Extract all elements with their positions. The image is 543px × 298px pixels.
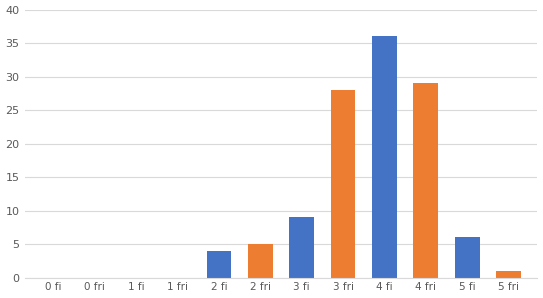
Bar xyxy=(331,90,356,277)
Bar xyxy=(206,251,231,277)
Bar xyxy=(454,238,479,277)
Bar xyxy=(372,36,397,277)
Bar xyxy=(248,244,273,277)
Bar xyxy=(496,271,521,277)
Bar xyxy=(413,83,438,277)
Bar xyxy=(289,217,314,277)
